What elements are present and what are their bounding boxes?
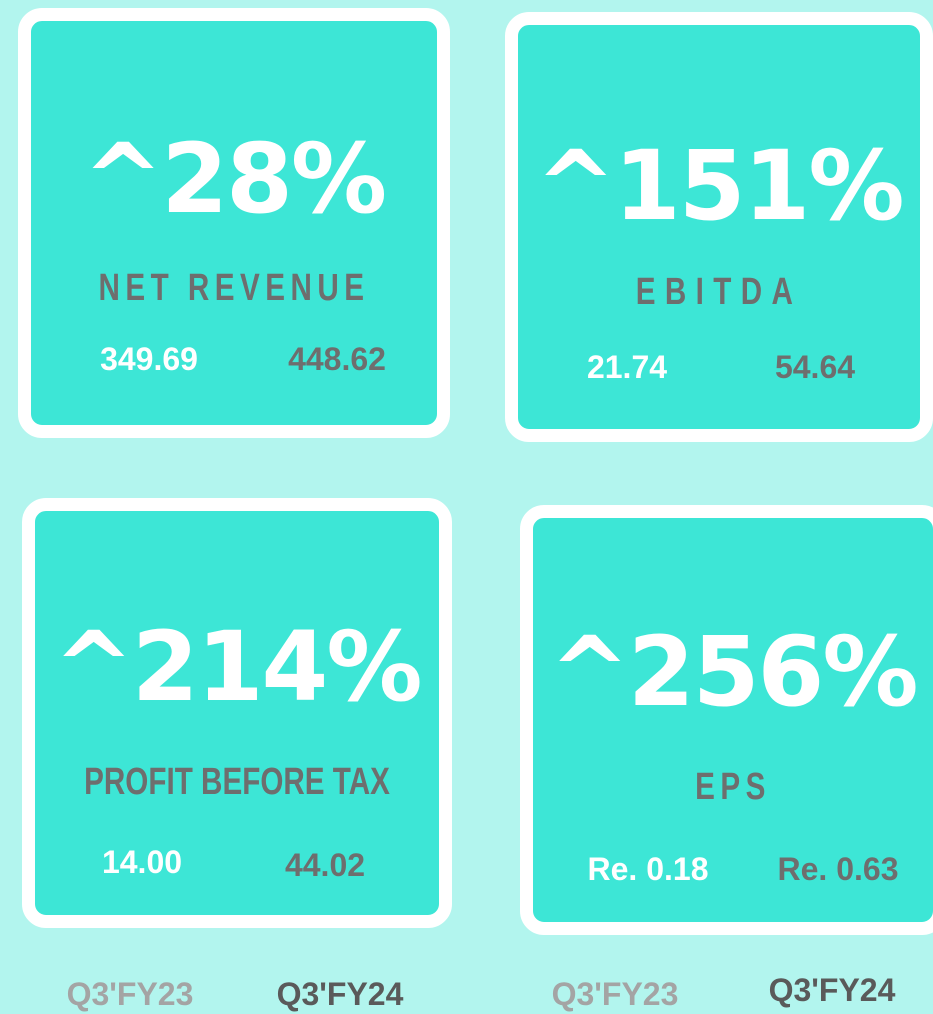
metric-label: EBITDA bbox=[635, 271, 803, 313]
previous-value: 21.74 bbox=[586, 349, 668, 385]
legend-previous: Q3'FY23 bbox=[66, 976, 194, 1012]
metric-label: NET REVENUE bbox=[98, 267, 370, 309]
previous-value: Re. 0.18 bbox=[587, 851, 709, 887]
metric-label: EPS bbox=[695, 766, 771, 808]
current-value: 448.62 bbox=[288, 341, 386, 377]
current-value: 44.02 bbox=[284, 847, 366, 883]
metric-card: ^28% NET REVENUE 349.69 448.62 bbox=[18, 8, 450, 438]
change: ^151% bbox=[535, 130, 904, 242]
legend-current: Q3'FY24 bbox=[276, 976, 404, 1012]
metric-card: ^256% EPS Re. 0.18 Re. 0.63 bbox=[520, 505, 933, 935]
metric-card: ^151% EBITDA 21.74 54.64 bbox=[505, 12, 933, 442]
current-value: Re. 0.63 bbox=[777, 851, 899, 887]
legend-current: Q3'FY24 bbox=[768, 972, 896, 1008]
metric-card: ^214% PROFIT BEFORE TAX 14.00 44.02 bbox=[22, 498, 452, 928]
previous-value: 349.69 bbox=[100, 341, 198, 377]
metric-label: PROFIT BEFORE TAX bbox=[84, 761, 390, 803]
change: ^28% bbox=[82, 123, 387, 235]
previous-value: 14.00 bbox=[101, 844, 183, 880]
current-value: 54.64 bbox=[774, 349, 856, 385]
change: ^214% bbox=[53, 611, 422, 723]
change: ^256% bbox=[549, 616, 918, 728]
legend-previous: Q3'FY23 bbox=[551, 976, 679, 1012]
